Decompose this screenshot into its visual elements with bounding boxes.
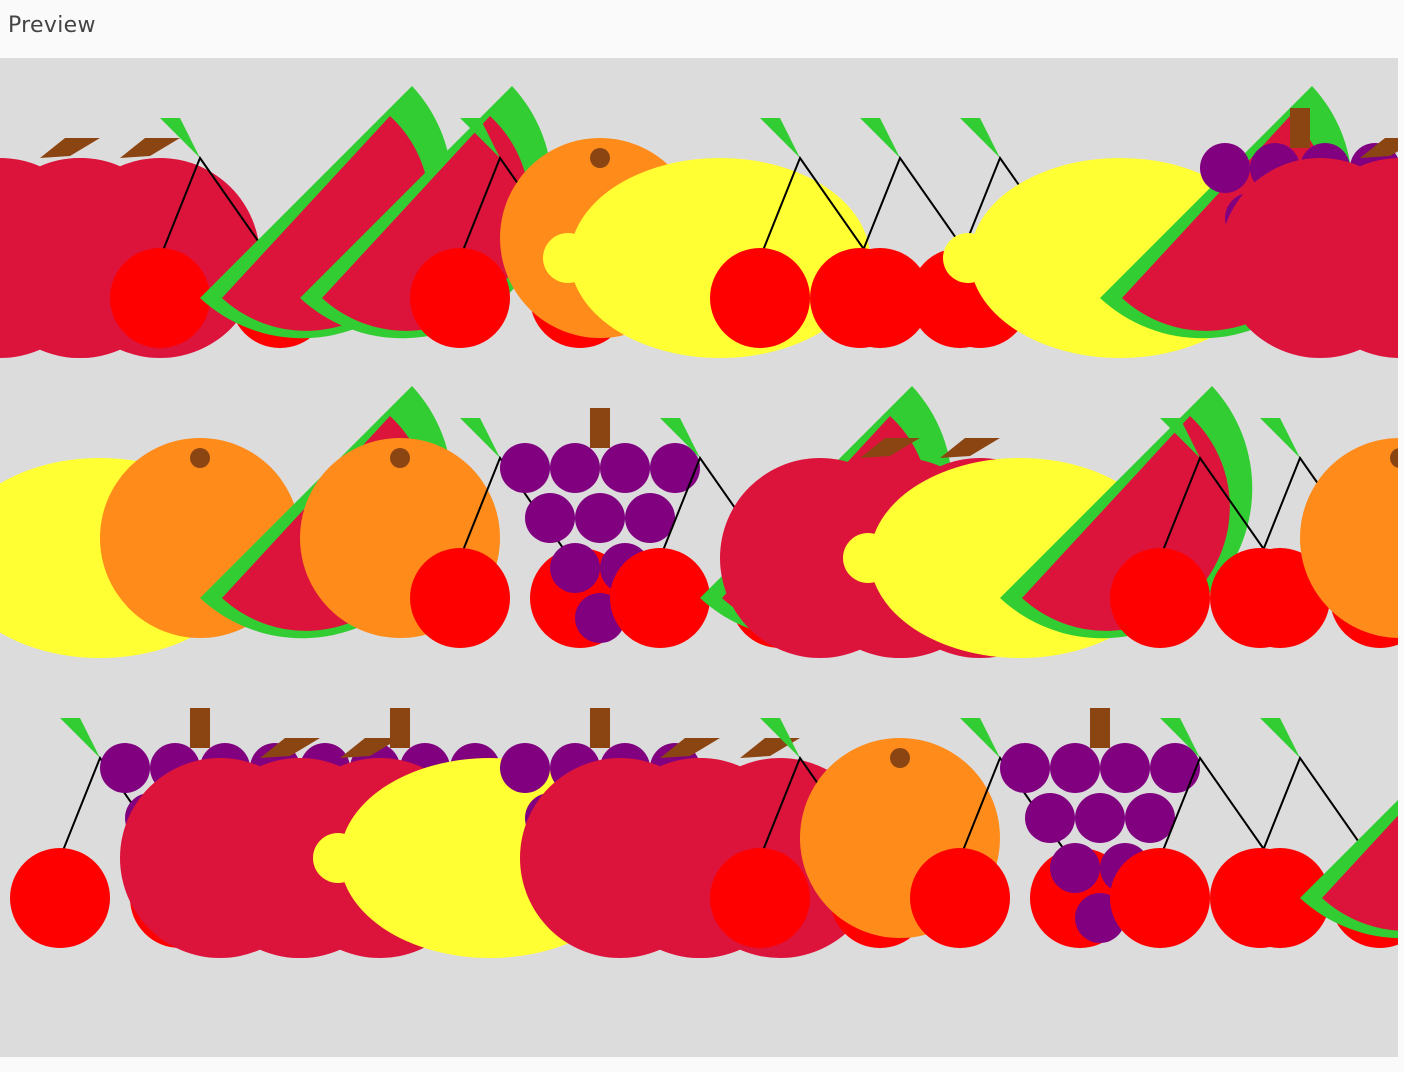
grape-bunch <box>500 408 700 643</box>
lemon-tip <box>943 233 993 283</box>
grape <box>1200 143 1250 193</box>
cherry-left <box>910 848 1010 948</box>
apple-body-right <box>1300 158 1398 358</box>
fruit-row-1 <box>0 86 1398 358</box>
apple-stem <box>860 438 920 458</box>
grape <box>600 443 650 493</box>
lemon-tip <box>543 233 593 283</box>
watermelon-slice <box>1300 800 1398 939</box>
cherry-leaf <box>1260 418 1300 458</box>
fruit-pattern <box>0 58 1398 1057</box>
orange-navel <box>390 448 410 468</box>
cherry-leaf <box>760 718 800 758</box>
cherry-left <box>1110 848 1210 948</box>
grape <box>550 443 600 493</box>
grape <box>100 743 150 793</box>
apple-stem <box>660 738 720 758</box>
cherry-left <box>1210 848 1310 948</box>
cherry-leaf <box>160 118 200 158</box>
apple-stem <box>120 138 180 158</box>
cherry-left <box>710 248 810 348</box>
grape <box>1150 743 1200 793</box>
cherry-left <box>1210 548 1310 648</box>
grape-stem <box>590 708 610 748</box>
cherry-leaf <box>60 718 100 758</box>
cherry-leaf <box>660 418 700 458</box>
orange-body <box>1300 438 1398 638</box>
grape <box>1075 793 1125 843</box>
preview-canvas <box>0 58 1398 1057</box>
cherry-leaf <box>960 118 1000 158</box>
grape <box>575 493 625 543</box>
apple <box>1220 138 1398 358</box>
watermelon-flesh <box>1322 815 1398 931</box>
grape <box>550 543 600 593</box>
cherry-stem <box>1259 755 1371 859</box>
orange-navel <box>890 748 910 768</box>
cherry-left <box>1110 548 1210 648</box>
cherry-left <box>610 548 710 648</box>
apple-stem <box>1360 138 1398 158</box>
cherry-left <box>710 848 810 948</box>
cherry-leaf <box>1160 418 1200 458</box>
cherry-leaf <box>460 118 500 158</box>
grape <box>1000 743 1050 793</box>
cherry-leaf <box>1260 718 1300 758</box>
orange-navel <box>190 448 210 468</box>
cherry-stem <box>759 155 871 259</box>
cherry-leaf <box>1160 718 1200 758</box>
cherry-left <box>810 248 910 348</box>
apple-stem <box>340 738 400 758</box>
cherry-stem <box>859 155 971 259</box>
grape-stem <box>1090 708 1110 748</box>
cherry-leaf <box>460 418 500 458</box>
grape <box>625 493 675 543</box>
cherry-left <box>410 248 510 348</box>
grape <box>525 493 575 543</box>
grape-stem <box>190 708 210 748</box>
cherry-stem <box>1159 755 1271 859</box>
preview-header: Preview <box>0 0 1404 58</box>
cherry-leaf <box>960 718 1000 758</box>
grape <box>500 443 550 493</box>
grape <box>650 443 700 493</box>
cherry-stem <box>1159 455 1271 559</box>
orange-navel <box>1390 448 1398 468</box>
grape <box>1125 793 1175 843</box>
cherry-left <box>10 848 110 948</box>
cherry-left <box>410 548 510 648</box>
cherry-leaf <box>860 118 900 158</box>
lemon-tip <box>843 533 893 583</box>
fruit-row-2 <box>0 386 1398 658</box>
grape-stem <box>1290 108 1310 148</box>
lemon-tip <box>313 833 363 883</box>
orange-navel <box>590 148 610 168</box>
grape <box>500 743 550 793</box>
grape <box>1050 743 1100 793</box>
grape-stem <box>590 408 610 448</box>
grape <box>1050 843 1100 893</box>
apple-stem <box>40 138 100 158</box>
apple-stem <box>260 738 320 758</box>
cherry-stem <box>159 155 271 259</box>
cherry-left <box>110 248 210 348</box>
apple-stem <box>940 438 1000 458</box>
fruit-row-3 <box>10 708 1398 958</box>
grape <box>1100 743 1150 793</box>
orange <box>1300 438 1398 638</box>
cherry-leaf <box>760 118 800 158</box>
grape <box>1025 793 1075 843</box>
preview-title: Preview <box>8 13 96 38</box>
